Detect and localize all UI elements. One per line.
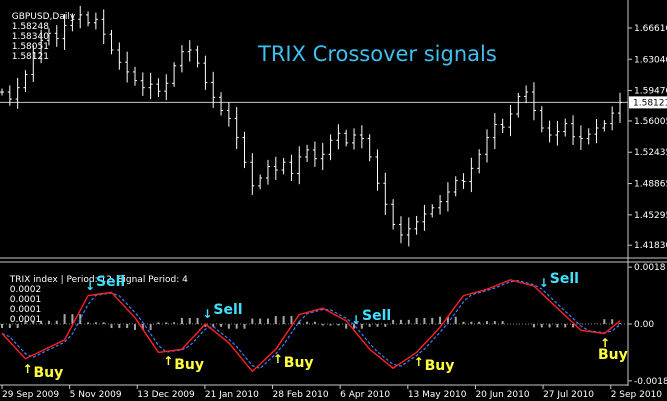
symbol-title: GBPUSD,Daily 1.58248 1.58340 1.58051 1.5… — [6, 2, 75, 62]
trix-line — [1, 279, 621, 373]
buy-signal-label: Buy — [33, 364, 64, 381]
sell-arrow-icon: ↓ — [351, 313, 362, 328]
price-tick-label: 1.56005 — [634, 117, 667, 127]
indicator-title: TRIX index | Period: 12, Signal Period: … — [4, 265, 188, 325]
headline-title: TRIX Crossover signals — [258, 42, 497, 66]
price-tick-label: 1.45295 — [634, 211, 667, 221]
symbol-name: GBPUSD,Daily — [11, 12, 76, 22]
indicator-value-3: 0.0001 — [9, 305, 42, 315]
price-tick-label: 1.48865 — [634, 180, 667, 190]
price-candles — [0, 5, 628, 247]
time-axis: 29 Sep 2009 5 Nov 2009 13 Dec 2009 21 Jan 2… — [1, 385, 663, 400]
time-tick-label: 27 Jul 2010 — [543, 390, 594, 400]
sell-arrow-icon: ↓ — [85, 278, 96, 293]
time-tick-label: 29 Sep 2009 — [2, 390, 59, 400]
ohlc-low: 1.58051 — [11, 42, 49, 52]
price-tick-label: 1.52435 — [634, 148, 667, 158]
indicator-value-2: 0.0001 — [9, 295, 42, 305]
time-tick-label: 13 Dec 2009 — [137, 390, 195, 400]
buy-signal-label: Buy — [598, 347, 628, 364]
buy-signal-label: Buy — [174, 357, 205, 374]
buy-arrow-icon: ↑ — [600, 336, 611, 351]
price-tick-label: 1.66610 — [634, 24, 667, 34]
current-price-label: 1.58121 — [633, 98, 667, 108]
ohlc-high: 1.58340 — [11, 32, 49, 42]
time-tick-label: 2 Sep 2010 — [611, 390, 663, 400]
buy-arrow-icon: ↑ — [413, 355, 424, 370]
sell-arrow-icon: ↓ — [202, 307, 213, 321]
buy-arrow-icon: ↑ — [163, 354, 174, 369]
time-tick-label: 28 Feb 2010 — [273, 390, 329, 400]
trix-tick-label: 0.00 — [634, 320, 654, 330]
price-axis: 1.66610 1.63040 1.59470 1.56005 1.52435 1.488… — [628, 24, 667, 251]
price-tick-label: 1.63040 — [634, 55, 667, 65]
current-price-box — [629, 96, 667, 109]
sell-signal-label: Sell — [362, 308, 392, 325]
buy-signal-label: Buy — [424, 358, 455, 375]
sell-signal-label: Sell — [96, 273, 126, 290]
ohlc-open: 1.58248 — [11, 22, 49, 32]
sell-signal-label: Sell — [213, 302, 243, 318]
price-tick-label: 1.59470 — [634, 87, 667, 97]
time-tick-label: 5 Nov 2009 — [70, 390, 122, 400]
indicator-value-1: 0.0002 — [9, 285, 42, 295]
trix-pane: 0.0018 0.00 -0.0018 — [0, 263, 667, 387]
trix-tick-label: 0.0018 — [634, 263, 666, 273]
time-tick-label: 21 Jan 2010 — [205, 390, 259, 400]
indicator-value-4: 0.0001 — [9, 315, 42, 325]
sell-arrow-icon: ↓ — [538, 276, 549, 291]
ohlc-close: 1.58121 — [11, 52, 49, 62]
buy-arrow-icon: ↑ — [22, 361, 33, 376]
time-tick-label: 20 Jun 2010 — [475, 390, 529, 400]
indicator-name: TRIX index | Period: 12, Signal Period: … — [9, 275, 188, 285]
buy-arrow-icon: ↑ — [272, 352, 283, 367]
buy-signal-label: Buy — [283, 355, 314, 372]
sell-signal-label: Sell — [549, 271, 579, 288]
price-tick-label: 1.41830 — [634, 241, 667, 251]
time-tick-label: 13 May 2010 — [408, 390, 467, 400]
trix-tick-label: -0.0018 — [634, 377, 667, 387]
time-tick-label: 6 Apr 2010 — [340, 390, 390, 400]
